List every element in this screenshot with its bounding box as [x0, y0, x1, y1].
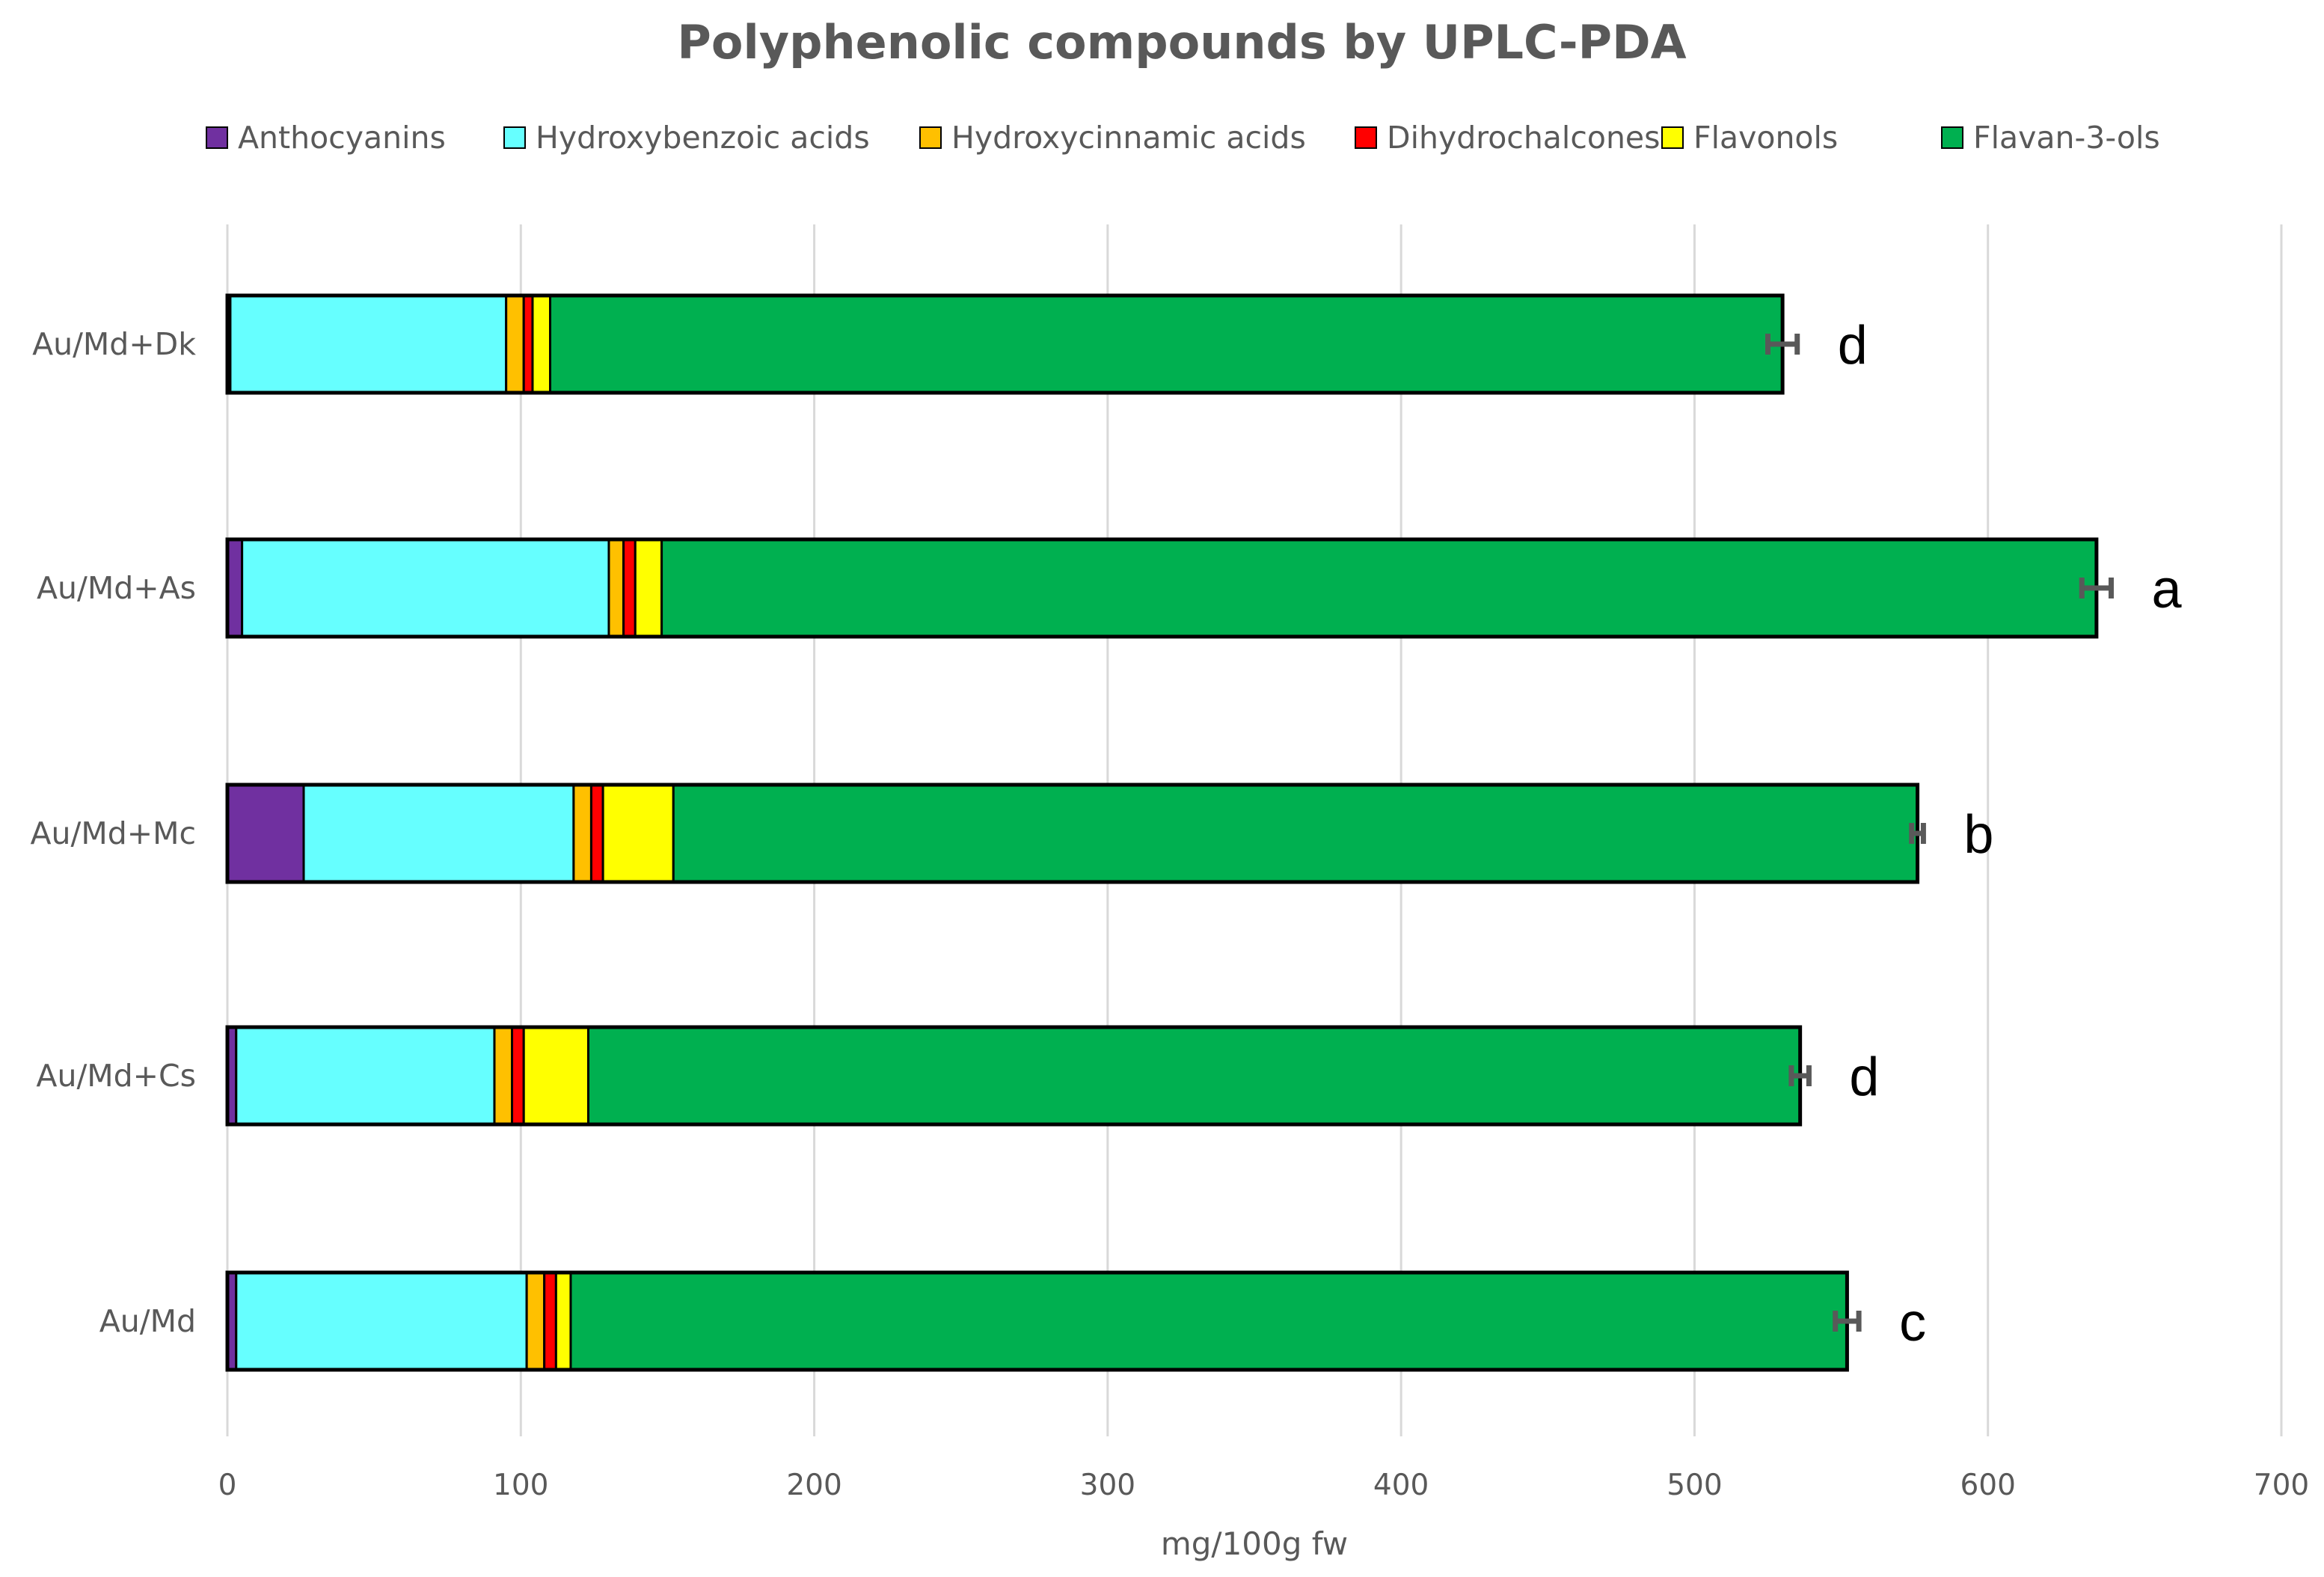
legend-label: Flavan-3-ols — [1973, 120, 2160, 156]
chart-title: Polyphenolic compounds by UPLC-PDA — [677, 15, 1686, 70]
error-bar — [1833, 1311, 1862, 1332]
x-tick-label: 100 — [493, 1469, 548, 1502]
bar-segment-dihydrochalcones — [543, 1271, 557, 1371]
bar-segment-flavan-3-ols — [549, 294, 1784, 394]
bar-segment-hydroxybenzoic-acids — [241, 538, 610, 638]
category-label: Au/Md — [99, 1303, 196, 1339]
bar-segment-hydroxycinnamic-acids — [525, 1271, 546, 1371]
bar-segment-dihydrochalcones — [522, 294, 534, 394]
legend-item-flavan-3-ols: Flavan-3-ols — [1941, 120, 2160, 156]
legend-item-hydroxycinnamic-acids: Hydroxycinnamic acids — [919, 120, 1306, 156]
bar-segment-anthocyanins — [226, 783, 305, 884]
legend-swatch — [206, 126, 228, 149]
bar-segment-flavonols — [601, 783, 675, 884]
legend-item-dihydrochalcones: Dihydrochalcones — [1355, 120, 1661, 156]
bar-segment-flavonols — [634, 538, 663, 638]
legend-item-anthocyanins: Anthocyanins — [206, 120, 446, 156]
error-bar — [1909, 823, 1926, 844]
category-label: Au/Md+Dk — [32, 326, 196, 362]
legend-item-flavonols: Flavonols — [1661, 120, 1838, 156]
category-label: Au/Md+As — [37, 570, 196, 606]
bar-au-md — [225, 1270, 1849, 1372]
bar-au-md-mc — [225, 783, 1920, 884]
bar-segment-flavonols — [522, 1026, 590, 1126]
error-bar — [1765, 334, 1800, 355]
legend-item-hydroxybenzoic-acids: Hydroxybenzoic acids — [503, 120, 870, 156]
legend-swatch — [1941, 126, 1963, 149]
bar-segment-hydroxycinnamic-acids — [493, 1026, 514, 1126]
bars — [225, 293, 2099, 1372]
legend-swatch — [503, 126, 526, 149]
significance-letters: d a b d c — [1838, 316, 2183, 1353]
legend-label: Anthocyanins — [238, 120, 446, 156]
bar-segment-flavan-3-ols — [569, 1271, 1848, 1371]
bar-segment-dihydrochalcones — [511, 1026, 525, 1126]
legend-swatch — [1661, 126, 1684, 149]
bar-au-md-cs — [225, 1025, 1803, 1127]
error-bar — [1788, 1065, 1812, 1086]
x-tick-label: 700 — [2254, 1469, 2309, 1502]
bar-segment-flavan-3-ols — [660, 538, 2098, 638]
error-bar — [2079, 578, 2114, 598]
x-tick-label: 200 — [786, 1469, 841, 1502]
x-tick-label: 500 — [1667, 1469, 1722, 1502]
bar-segment-flavan-3-ols — [672, 783, 1919, 884]
bar-segment-hydroxycinnamic-acids — [572, 783, 592, 884]
category-labels: Au/Md+Dk Au/Md+As Au/Md+Mc Au/Md+Cs Au/Md — [30, 326, 196, 1339]
bar-segment-hydroxybenzoic-acids — [229, 294, 508, 394]
x-axis-ticks: 0 100 200 300 400 500 600 700 — [218, 1469, 2310, 1502]
x-tick-label: 300 — [1080, 1469, 1135, 1502]
bar-segment-dihydrochalcones — [622, 538, 637, 638]
bar-segment-flavonols — [531, 294, 552, 394]
legend-label: Dihydrochalcones — [1387, 120, 1661, 156]
legend-label: Hydroxybenzoic acids — [536, 120, 870, 156]
x-tick-label: 600 — [1960, 1469, 2015, 1502]
category-label: Au/Md+Cs — [36, 1058, 196, 1094]
bar-segment-hydroxybenzoic-acids — [235, 1271, 528, 1371]
bar-segment-dihydrochalcones — [589, 783, 604, 884]
bar-segment-flavonols — [554, 1271, 572, 1371]
bar-segment-hydroxybenzoic-acids — [235, 1026, 496, 1126]
bar-au-md-as — [225, 537, 2099, 639]
bar-segment-hydroxycinnamic-acids — [607, 538, 625, 638]
x-tick-label: 0 — [218, 1469, 237, 1502]
bar-au-md-dk — [225, 293, 1785, 395]
legend-label: Flavonols — [1693, 120, 1838, 156]
error-bars — [1765, 334, 2114, 1332]
bar-segment-hydroxycinnamic-acids — [505, 294, 525, 394]
bar-segment-flavan-3-ols — [587, 1026, 1802, 1126]
significance-letter: b — [1963, 805, 1993, 865]
category-label: Au/Md+Mc — [30, 815, 196, 851]
legend-swatch — [1355, 126, 1377, 149]
legend-label: Hydroxycinnamic acids — [951, 120, 1306, 156]
legend: Anthocyanins Hydroxybenzoic acids Hydroxyc… — [206, 120, 2160, 156]
significance-letter: c — [1899, 1293, 1926, 1353]
significance-letter: d — [1838, 316, 1868, 376]
bar-segment-anthocyanins — [226, 538, 244, 638]
x-axis-title: mg/100g fw — [1161, 1525, 1348, 1562]
legend-swatch — [919, 126, 942, 149]
significance-letter: d — [1849, 1047, 1879, 1107]
bar-segment-hydroxybenzoic-acids — [302, 783, 575, 884]
significance-letter: a — [2151, 560, 2182, 619]
x-tick-label: 400 — [1373, 1469, 1429, 1502]
